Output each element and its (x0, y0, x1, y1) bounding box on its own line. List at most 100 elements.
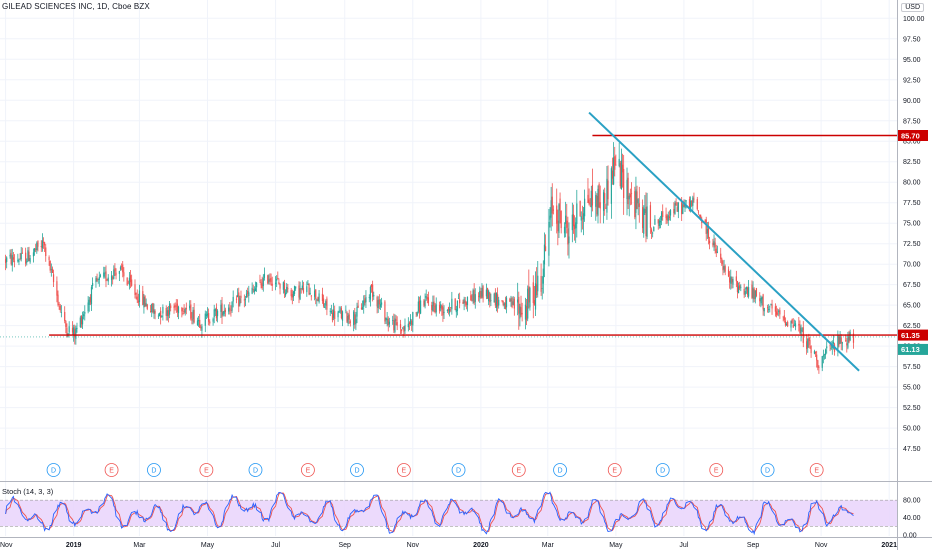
event-marker-letter: D (151, 468, 156, 475)
candle (787, 320, 789, 328)
candle-body (771, 304, 773, 309)
candle-body (627, 177, 629, 205)
earnings-marker[interactable]: E (396, 463, 411, 477)
dividend-marker[interactable]: D (147, 463, 161, 477)
dividend-marker[interactable]: D (46, 463, 61, 477)
candle-body (204, 313, 206, 326)
candle (534, 271, 537, 316)
candle (701, 216, 703, 229)
dividend-marker[interactable]: D (248, 463, 263, 477)
candle-body (28, 251, 30, 262)
earnings-marker[interactable]: E (104, 463, 119, 477)
candle-body (451, 298, 453, 310)
dividend-marker[interactable]: D (655, 463, 670, 477)
candle (790, 320, 792, 332)
earnings-marker[interactable]: E (199, 463, 214, 477)
candle-body (239, 298, 241, 305)
candle-body (848, 336, 850, 343)
candle-body (201, 326, 203, 331)
event-marker-circle (396, 463, 411, 477)
candle (447, 306, 450, 315)
stoch-indicator-label[interactable]: Stoch (14, 3, 3) (2, 487, 54, 496)
candle (596, 193, 598, 217)
currency-selector[interactable]: USD (901, 3, 924, 12)
candle (81, 311, 84, 329)
candle-body (361, 307, 364, 309)
candle-body (434, 305, 436, 313)
candle (628, 192, 630, 217)
candle-body (478, 295, 480, 297)
dividend-marker[interactable]: D (451, 463, 466, 477)
event-marker-circle (451, 463, 466, 477)
candle (537, 261, 539, 298)
dividend-marker[interactable]: D (350, 463, 364, 477)
candle (143, 294, 145, 314)
candle (645, 192, 647, 243)
candle (59, 303, 61, 313)
candle (440, 301, 442, 312)
earnings-marker[interactable]: E (809, 463, 824, 477)
time-tick-label: Jul (679, 542, 688, 549)
candle (263, 267, 266, 281)
candle (793, 319, 795, 327)
candle-body (533, 300, 536, 305)
candle-body (724, 266, 726, 272)
candle (395, 315, 397, 326)
candle-body (135, 292, 137, 295)
candle-body (740, 286, 742, 288)
earnings-marker[interactable]: E (607, 463, 622, 477)
candle-body (36, 242, 38, 251)
dividend-marker[interactable]: D (553, 463, 567, 477)
candle-body (263, 273, 266, 278)
candle (490, 293, 492, 307)
candle-body (89, 297, 91, 303)
candle (794, 320, 797, 331)
candle (89, 294, 91, 306)
candle-body (534, 283, 537, 310)
time-tick-label: 2020 (473, 542, 489, 549)
candle-body (698, 214, 701, 216)
candle-body (402, 328, 404, 330)
candle-body (299, 288, 301, 300)
candle (595, 191, 597, 221)
candle-body (68, 326, 70, 333)
candle (380, 297, 383, 308)
candle-body (636, 191, 638, 209)
candle (291, 289, 293, 305)
earnings-marker[interactable]: E (301, 463, 315, 477)
candle-body (45, 247, 47, 257)
candle-body (325, 301, 327, 306)
dividend-marker[interactable]: D (760, 463, 775, 477)
candle (560, 210, 562, 234)
candle-body (575, 222, 577, 229)
candle-body (488, 290, 490, 302)
candle (126, 277, 128, 287)
candle (152, 302, 154, 314)
candle (801, 327, 803, 333)
candle-body (473, 289, 475, 304)
time-tick-label: Jul (271, 542, 280, 549)
candle (385, 317, 387, 325)
candle-body (674, 203, 676, 215)
earnings-marker[interactable]: E (709, 463, 724, 477)
candle (660, 211, 663, 226)
candle-body (513, 298, 515, 309)
candle-body (427, 297, 430, 304)
candle-body (380, 302, 383, 305)
candle-body (745, 287, 747, 290)
earnings-marker[interactable]: E (511, 463, 526, 477)
candle-body (807, 339, 809, 348)
candle-body (321, 293, 324, 302)
candle-body (801, 329, 803, 331)
candle (426, 293, 428, 304)
candlestick-series (4, 142, 855, 374)
candle (409, 314, 412, 326)
candle-body (440, 304, 442, 309)
candle-body (778, 310, 780, 313)
candle (474, 288, 476, 309)
candle-body (505, 297, 508, 308)
candle-body (81, 316, 84, 325)
candle (668, 210, 671, 221)
